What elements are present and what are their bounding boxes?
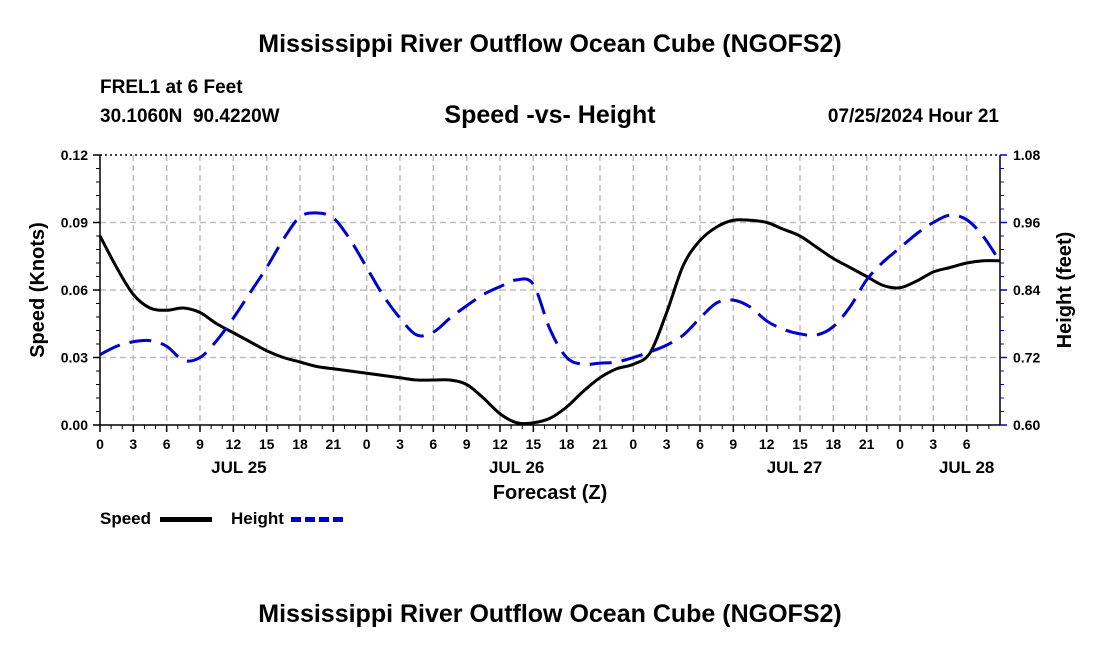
x-axis-label: Forecast (Z): [492, 482, 608, 504]
x-tick-label: 0: [96, 436, 104, 452]
x-tick-label: 15: [526, 436, 542, 452]
x-tick-label: 6: [963, 436, 971, 452]
forecast-datetime: 07/25/2024 Hour 21: [827, 106, 999, 127]
left-tick-label: 0.12: [61, 147, 88, 163]
series-line-speed: [98, 218, 1001, 426]
x-tick-label: 3: [929, 436, 937, 452]
x-tick-label: 9: [463, 436, 471, 452]
x-tick-label: 0: [363, 436, 371, 452]
x-tick-label: 6: [163, 436, 171, 452]
coordinates-label: 30.1060N 90.4220W: [100, 106, 280, 127]
date-label: JUL 26: [489, 458, 544, 477]
x-tick-label: 18: [826, 436, 842, 452]
y-axis-left-label: Speed (Knots): [27, 222, 49, 358]
chart-title-bottom: Mississippi River Outflow Ocean Cube (NG…: [258, 600, 842, 628]
labels-layer: 0.00 0.03 0.06 0.09 0.12 0.60 0.72 0.84 0.96 1.08…: [27, 147, 1076, 477]
chart-title-top: Mississippi River Outflow Ocean Cube (NG…: [258, 30, 842, 58]
x-tick-label: 9: [729, 436, 737, 452]
series-layer: [98, 211, 1002, 426]
series-line-height: [99, 211, 1002, 367]
x-tick-label: 15: [259, 436, 275, 452]
date-label: JUL 28: [939, 458, 994, 477]
x-tick-label: 15: [792, 436, 808, 452]
right-tick-label: 0.84: [1013, 282, 1040, 298]
chart-subtitle: Speed -vs- Height: [444, 101, 656, 129]
right-tick-label: 0.96: [1013, 215, 1040, 231]
x-tick-label: 6: [696, 436, 704, 452]
x-tick-label: 12: [226, 436, 242, 452]
x-tick-label: 0: [896, 436, 904, 452]
right-tick-label: 0.60: [1013, 417, 1040, 433]
legend-speed-swatch: [160, 517, 212, 522]
x-tick-label: 3: [396, 436, 404, 452]
x-tick-label: 3: [129, 436, 137, 452]
grid-layer: [100, 154, 1000, 425]
x-tick-label: 18: [559, 436, 575, 452]
right-tick-label: 1.08: [1013, 147, 1040, 163]
left-tick-label: 0.00: [61, 417, 88, 433]
x-tick-label: 0: [629, 436, 637, 452]
right-tick-label: 0.72: [1013, 350, 1040, 366]
x-tick-label: 21: [592, 436, 608, 452]
x-tick-label: 12: [492, 436, 508, 452]
x-tick-label: 12: [759, 436, 775, 452]
x-tick-label: 18: [292, 436, 308, 452]
legend-height-swatch: [291, 517, 343, 522]
x-tick-label: 9: [196, 436, 204, 452]
legend-speed-label: Speed: [100, 509, 152, 528]
date-label: JUL 25: [211, 458, 266, 477]
left-tick-label: 0.06: [61, 282, 88, 298]
x-tick-label: 21: [326, 436, 342, 452]
left-tick-label: 0.09: [61, 215, 88, 231]
date-label: JUL 27: [767, 458, 822, 477]
legend-height-label: Height: [231, 509, 284, 528]
axes-layer: [93, 154, 1007, 432]
left-tick-label: 0.03: [61, 350, 88, 366]
x-tick-label: 3: [663, 436, 671, 452]
x-tick-label: 21: [859, 436, 875, 452]
station-label: FREL1 at 6 Feet: [100, 77, 243, 98]
x-tick-label: 6: [429, 436, 437, 452]
y-axis-right-label: Height (feet): [1054, 232, 1076, 349]
